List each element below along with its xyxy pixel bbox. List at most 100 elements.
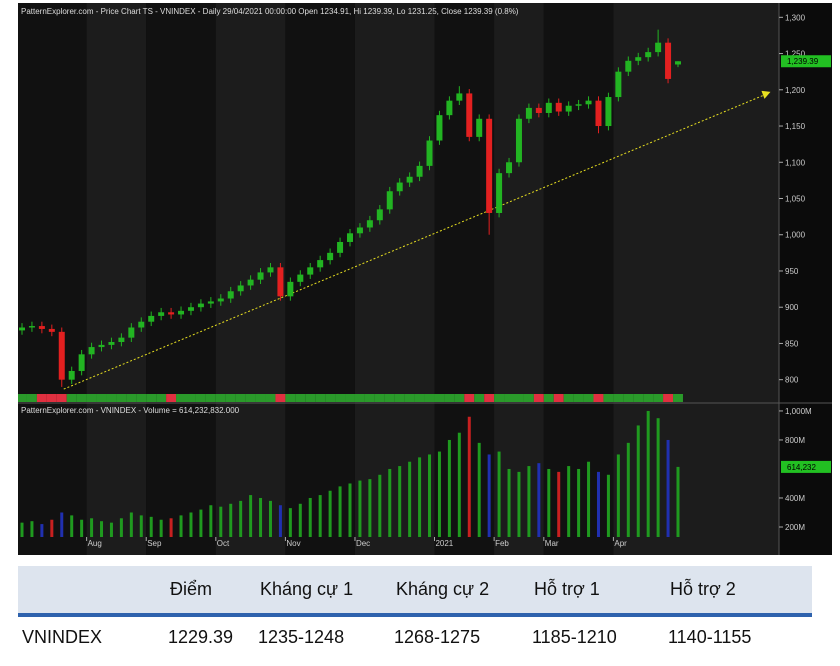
candle-body: [655, 42, 662, 53]
candle-body: [108, 341, 115, 345]
month-band: [543, 3, 614, 555]
trend-strip: [354, 394, 365, 402]
levels-table: Điểm Kháng cự 1 Kháng cự 2 Hỗ trợ 1 Hỗ t…: [18, 566, 812, 657]
trend-strip: [523, 394, 534, 402]
trend-strip: [345, 394, 355, 402]
trend-strip: [18, 394, 27, 402]
candle-body: [515, 118, 522, 163]
trend-strip: [335, 394, 346, 402]
candle-body: [197, 303, 204, 308]
candle-body: [88, 347, 95, 355]
candle-body: [58, 331, 65, 380]
volume-bar: [239, 500, 243, 537]
candle-body: [356, 227, 363, 234]
candle-body: [327, 252, 334, 261]
candle-body: [118, 337, 125, 342]
cell: 1185-1210: [532, 626, 617, 647]
y-tick-label: 400M: [785, 494, 805, 503]
candle-body: [376, 209, 383, 221]
trend-strip: [205, 394, 216, 402]
candle-body: [565, 105, 572, 112]
trend-strip: [96, 394, 107, 402]
trend-strip: [474, 394, 485, 402]
x-tick-label: Aug: [88, 539, 102, 548]
volume-bar: [159, 519, 163, 537]
x-tick-label: Mar: [545, 539, 559, 548]
trend-strip: [514, 394, 524, 402]
candle-body: [525, 107, 532, 119]
volume-header: PatternExplorer.com - VNINDEX - Volume =…: [21, 406, 240, 415]
trend-strip: [563, 394, 574, 402]
trend-strip: [394, 394, 405, 402]
volume-bar: [517, 471, 521, 537]
trend-strip: [86, 394, 97, 402]
header-cell: Kháng cự 1: [254, 566, 390, 617]
trend-strip: [66, 394, 77, 402]
volume-bar: [437, 451, 441, 537]
volume-bar: [268, 500, 272, 537]
month-band: [285, 3, 355, 555]
month-band: [18, 3, 87, 555]
candle-body: [466, 93, 473, 137]
candle-body: [68, 370, 75, 380]
volume-bar: [666, 439, 670, 537]
trend-strip: [613, 394, 624, 402]
trend-strip: [404, 394, 415, 402]
trend-strip: [26, 394, 37, 402]
x-tick-label: Dec: [356, 539, 370, 548]
candle-body: [287, 281, 294, 297]
volume-bar: [219, 506, 223, 537]
trend-strip: [106, 394, 117, 402]
trend-strip: [643, 394, 654, 402]
trend-strip: [56, 394, 67, 402]
candle-body: [675, 61, 681, 65]
volume-bar: [20, 522, 24, 537]
volume-bar: [179, 515, 183, 537]
y-tick-label: 800: [785, 376, 799, 385]
candle-body: [78, 354, 85, 371]
trend-strip: [225, 394, 236, 402]
month-band: [494, 3, 544, 555]
trend-strip: [583, 394, 594, 402]
volume-bar: [537, 463, 541, 537]
candle-body: [506, 162, 513, 174]
trend-strip: [305, 394, 316, 402]
candle-body: [38, 326, 45, 329]
volume-bar: [636, 425, 640, 537]
trend-strip: [384, 394, 395, 402]
trend-strip: [76, 394, 87, 402]
volume-bar: [507, 468, 511, 537]
volume-bar: [318, 495, 322, 537]
y-tick-label: 1,200: [785, 86, 806, 95]
candle-body: [446, 100, 453, 116]
volume-bar: [428, 454, 432, 537]
volume-bar: [338, 486, 342, 537]
candle-body: [406, 176, 413, 183]
candle-body: [257, 272, 264, 280]
volume-bar: [169, 518, 173, 537]
candle-body: [635, 57, 642, 61]
trend-strip: [543, 394, 554, 402]
volume-bar: [308, 497, 312, 537]
stock-chart: PatternExplorer.com - Price Chart TS - V…: [18, 3, 832, 555]
candle-body: [496, 173, 503, 213]
volume-bar: [547, 468, 551, 537]
header-cell: Điểm: [164, 566, 254, 617]
volume-bar: [139, 515, 143, 537]
table-header-row: Điểm Kháng cự 1 Kháng cự 2 Hỗ trợ 1 Hỗ t…: [18, 566, 812, 617]
candle-body: [297, 274, 304, 282]
trend-strip: [573, 394, 584, 402]
volume-bar: [199, 509, 203, 537]
last-price-tag: [781, 55, 831, 68]
x-tick-label: 2021: [435, 539, 453, 548]
candle-body: [138, 321, 145, 328]
volume-bar: [656, 418, 660, 537]
y-tick-label: 850: [785, 339, 799, 348]
volume-bar: [646, 410, 650, 537]
candle-body: [545, 102, 552, 113]
volume-bar: [298, 503, 302, 537]
y-tick-label: 1,100: [785, 158, 806, 167]
volume-bar: [606, 474, 610, 537]
x-tick-label: Apr: [614, 539, 627, 548]
x-tick-label: Feb: [495, 539, 509, 548]
